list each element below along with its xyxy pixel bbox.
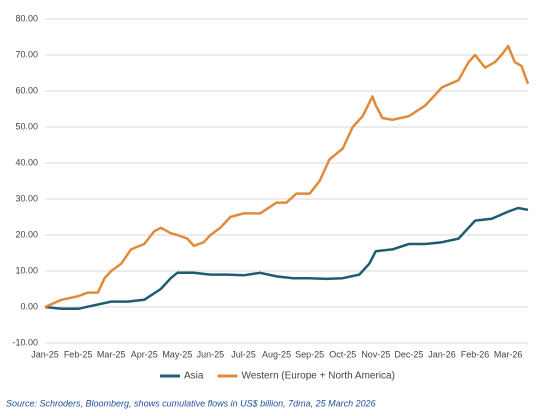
- x-tick-label: Jul-25: [231, 349, 256, 359]
- x-tick-label: Oct-25: [329, 349, 356, 359]
- x-tick-label: Apr-25: [131, 349, 158, 359]
- x-tick-label: May-25: [162, 349, 192, 359]
- y-tick-label: 50.00: [15, 121, 38, 131]
- y-tick-label: 80.00: [15, 13, 38, 23]
- y-tick-label: 40.00: [15, 157, 38, 167]
- y-tick-label: 0.00: [20, 301, 38, 311]
- x-tick-label: Jan-26: [428, 349, 456, 359]
- x-tick-label: Aug-25: [262, 349, 291, 359]
- x-tick-label: Feb-26: [461, 349, 490, 359]
- x-tick-label: Dec-25: [394, 349, 423, 359]
- legend-label: Asia: [184, 371, 204, 382]
- y-tick-label: 60.00: [15, 85, 38, 95]
- series-line: [44, 206, 529, 311]
- y-tick-label: -10.00: [12, 337, 38, 347]
- y-tick-label: 70.00: [15, 49, 38, 59]
- x-tick-label: Jan-25: [31, 349, 59, 359]
- y-tick-label: 20.00: [15, 229, 38, 239]
- y-tick-label: 10.00: [15, 265, 38, 275]
- x-tick-label: Jun-25: [197, 349, 225, 359]
- x-tick-label: Mar-25: [97, 349, 126, 359]
- x-tick-label: Nov-25: [361, 349, 390, 359]
- y-tick-label: 30.00: [15, 193, 38, 203]
- series-line: [44, 44, 530, 309]
- legend-label: Western (Europe + North America): [241, 371, 395, 382]
- x-tick-label: Feb-25: [64, 349, 93, 359]
- x-tick-label: Sep-25: [295, 349, 324, 359]
- x-tick-label: Mar-26: [494, 349, 523, 359]
- source-note: Source: Schroders, Bloomberg, shows cumu…: [6, 398, 376, 408]
